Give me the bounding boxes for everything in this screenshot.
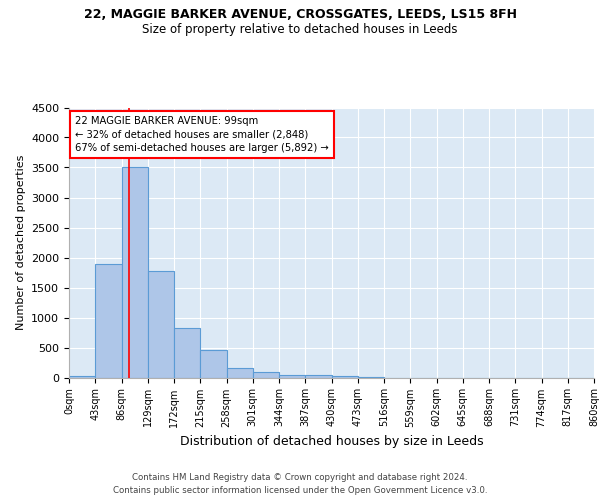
Text: Size of property relative to detached houses in Leeds: Size of property relative to detached ho… [142, 22, 458, 36]
Bar [95, 264, 121, 378]
X-axis label: Distribution of detached houses by size in Leeds: Distribution of detached houses by size … [179, 435, 484, 448]
Bar [305, 376, 331, 378]
Text: Contains public sector information licensed under the Open Government Licence v3: Contains public sector information licen… [113, 486, 487, 495]
Bar [69, 376, 95, 378]
Bar [253, 372, 279, 378]
Bar [331, 376, 358, 378]
Text: Contains HM Land Registry data © Crown copyright and database right 2024.: Contains HM Land Registry data © Crown c… [132, 472, 468, 482]
Bar [174, 328, 200, 378]
Bar [121, 168, 148, 378]
Bar [358, 377, 384, 378]
Text: 22 MAGGIE BARKER AVENUE: 99sqm
← 32% of detached houses are smaller (2,848)
67% : 22 MAGGIE BARKER AVENUE: 99sqm ← 32% of … [75, 116, 329, 153]
Y-axis label: Number of detached properties: Number of detached properties [16, 155, 26, 330]
Bar [200, 350, 227, 378]
Bar [227, 368, 253, 378]
Bar [279, 374, 305, 378]
Bar [148, 270, 174, 378]
Text: 22, MAGGIE BARKER AVENUE, CROSSGATES, LEEDS, LS15 8FH: 22, MAGGIE BARKER AVENUE, CROSSGATES, LE… [83, 8, 517, 20]
